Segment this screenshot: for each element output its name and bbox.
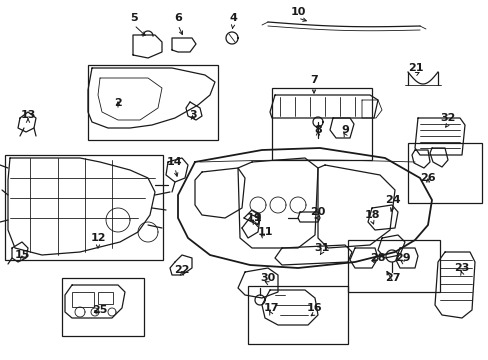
Bar [72, 292, 94, 307]
Bar [62, 278, 143, 336]
Text: 2: 2 [114, 98, 122, 108]
Bar [347, 240, 439, 292]
Text: 24: 24 [385, 195, 400, 205]
Text: 5: 5 [130, 13, 138, 23]
Bar [271, 88, 371, 160]
Text: 31: 31 [314, 243, 329, 253]
Text: 10: 10 [290, 7, 305, 17]
Text: 30: 30 [260, 273, 275, 283]
Text: 3: 3 [189, 110, 196, 120]
Bar [98, 292, 113, 304]
Text: 17: 17 [263, 303, 278, 313]
Text: 21: 21 [407, 63, 423, 73]
Text: 9: 9 [340, 125, 348, 135]
Text: 22: 22 [174, 265, 189, 275]
Text: 4: 4 [228, 13, 237, 23]
Text: 6: 6 [174, 13, 182, 23]
Text: 32: 32 [439, 113, 455, 123]
Text: 25: 25 [92, 305, 107, 315]
Text: 20: 20 [310, 207, 325, 217]
Text: 19: 19 [246, 213, 262, 223]
Bar [88, 65, 218, 140]
Text: 11: 11 [257, 227, 272, 237]
Text: 13: 13 [20, 110, 36, 120]
Text: 15: 15 [14, 250, 30, 260]
Text: 27: 27 [385, 273, 400, 283]
Text: 26: 26 [419, 173, 435, 183]
Text: 29: 29 [394, 253, 410, 263]
Text: 18: 18 [364, 210, 379, 220]
Text: 7: 7 [309, 75, 317, 85]
Text: 23: 23 [453, 263, 469, 273]
Bar [5, 155, 163, 260]
Text: 14: 14 [167, 157, 183, 167]
Bar [247, 286, 347, 344]
Text: 16: 16 [306, 303, 322, 313]
Bar [407, 143, 481, 203]
Text: 12: 12 [90, 233, 105, 243]
Text: 1: 1 [254, 213, 262, 223]
Text: 28: 28 [369, 253, 385, 263]
Text: 8: 8 [313, 125, 321, 135]
